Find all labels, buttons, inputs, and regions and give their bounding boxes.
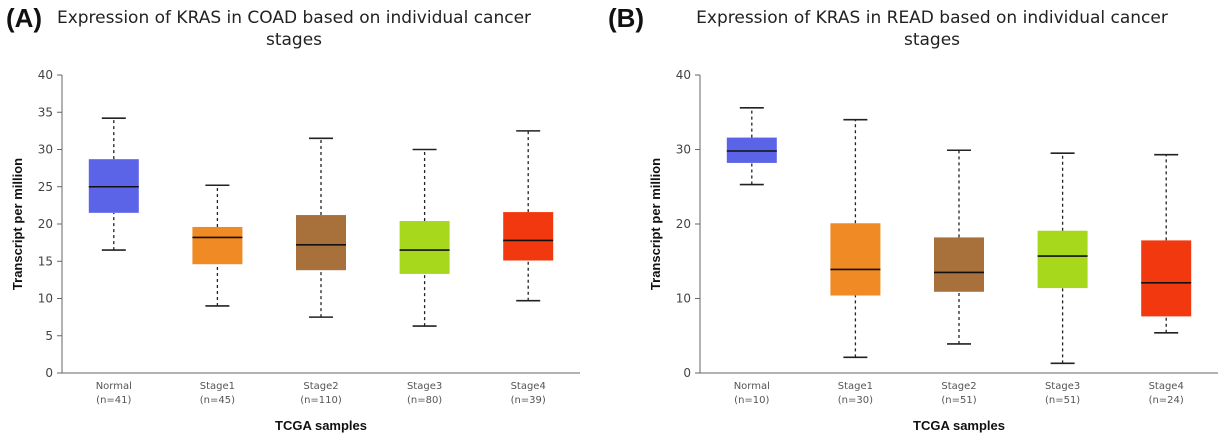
panel-a-letter: (A)	[6, 3, 42, 33]
panel-b-x-tick-label: Stage2	[941, 381, 976, 392]
panel-b-y-tick-label: 40	[676, 68, 691, 82]
panel-a-sample-count-label: (n=41)	[96, 395, 131, 406]
panel-a-title-line1: Expression of KRAS in COAD based on indi…	[57, 8, 531, 28]
panel-b-y-tick-label: 10	[676, 292, 691, 306]
panel-b-box-stage3	[1037, 230, 1088, 289]
panel-b-x-axis-label: TCGA samples	[913, 418, 1005, 433]
panel-a-y-tick-label: 15	[38, 254, 53, 268]
panel-b-x-tick-label: Stage4	[1149, 381, 1184, 392]
panel-a-y-tick-label: 5	[45, 329, 53, 343]
panel-a-plot-area: 0 5 10 15 20 25 30 35 40 Normal (n=41) Stage1 (n=45)…	[38, 68, 580, 406]
panel-a-x-axis-label: TCGA samples	[275, 418, 367, 433]
panel-a: (A) Expression of KRAS in COAD based on …	[6, 3, 580, 433]
panel-a-title-line2: stages	[266, 30, 322, 50]
panel-b: (B) Expression of KRAS in READ based on …	[608, 3, 1218, 433]
panel-a-y-tick-label: 0	[45, 366, 53, 380]
panel-a-box-stage4	[503, 212, 554, 261]
panel-a-y-tick-label: 25	[38, 180, 53, 194]
panel-a-y-tick-label: 20	[38, 217, 53, 231]
panel-a-box-stage3	[399, 221, 450, 274]
panel-b-y-tick-label: 0	[683, 366, 691, 380]
panel-b-plot-area: 0 10 20 30 40 Normal (n=10) Stage1 (n=30) Stage2 (…	[676, 68, 1218, 406]
panel-b-letter: (B)	[608, 3, 644, 33]
panel-b-y-axis-label: Transcript per million	[648, 158, 663, 290]
panel-b-box-stage2	[934, 237, 984, 292]
panel-a-sample-count-label: (n=110)	[300, 395, 342, 406]
panel-a-x-tick-label: Normal	[96, 381, 132, 392]
panel-a-sample-count-label: (n=45)	[200, 395, 235, 406]
panel-a-x-tick-label: Stage3	[407, 381, 442, 392]
panel-b-x-tick-label: Stage1	[838, 381, 873, 392]
panel-b-title-line1: Expression of KRAS in READ based on indi…	[696, 8, 1168, 28]
panel-b-sample-count-label: (n=24)	[1149, 395, 1184, 406]
panel-a-y-tick-label: 40	[38, 68, 53, 82]
panel-a-box-stage1	[192, 226, 243, 265]
panel-b-box-stage1	[830, 223, 881, 296]
panel-a-y-tick-label: 35	[38, 105, 53, 119]
panel-a-y-axis-label: Transcript per million	[10, 158, 25, 290]
panel-a-y-tick-label: 30	[38, 143, 53, 157]
panel-a-x-tick-label: Stage4	[511, 381, 546, 392]
panel-a-y-tick-label: 10	[38, 292, 53, 306]
panel-a-sample-count-label: (n=80)	[407, 395, 442, 406]
panel-b-y-tick-label: 20	[676, 217, 691, 231]
panel-b-sample-count-label: (n=51)	[941, 395, 976, 406]
panel-b-x-tick-label: Stage3	[1045, 381, 1080, 392]
panel-b-sample-count-label: (n=30)	[838, 395, 873, 406]
panel-b-title-line2: stages	[904, 30, 960, 50]
panel-b-box-stage4	[1141, 240, 1192, 317]
panel-b-x-tick-label: Normal	[734, 381, 770, 392]
panel-b-y-tick-label: 30	[676, 143, 691, 157]
panel-b-sample-count-label: (n=51)	[1045, 395, 1080, 406]
panel-b-sample-count-label: (n=10)	[734, 395, 769, 406]
panel-a-box-stage2	[296, 215, 346, 271]
panel-a-sample-count-label: (n=39)	[511, 395, 546, 406]
panel-a-x-tick-label: Stage1	[200, 381, 235, 392]
panel-a-x-tick-label: Stage2	[303, 381, 338, 392]
